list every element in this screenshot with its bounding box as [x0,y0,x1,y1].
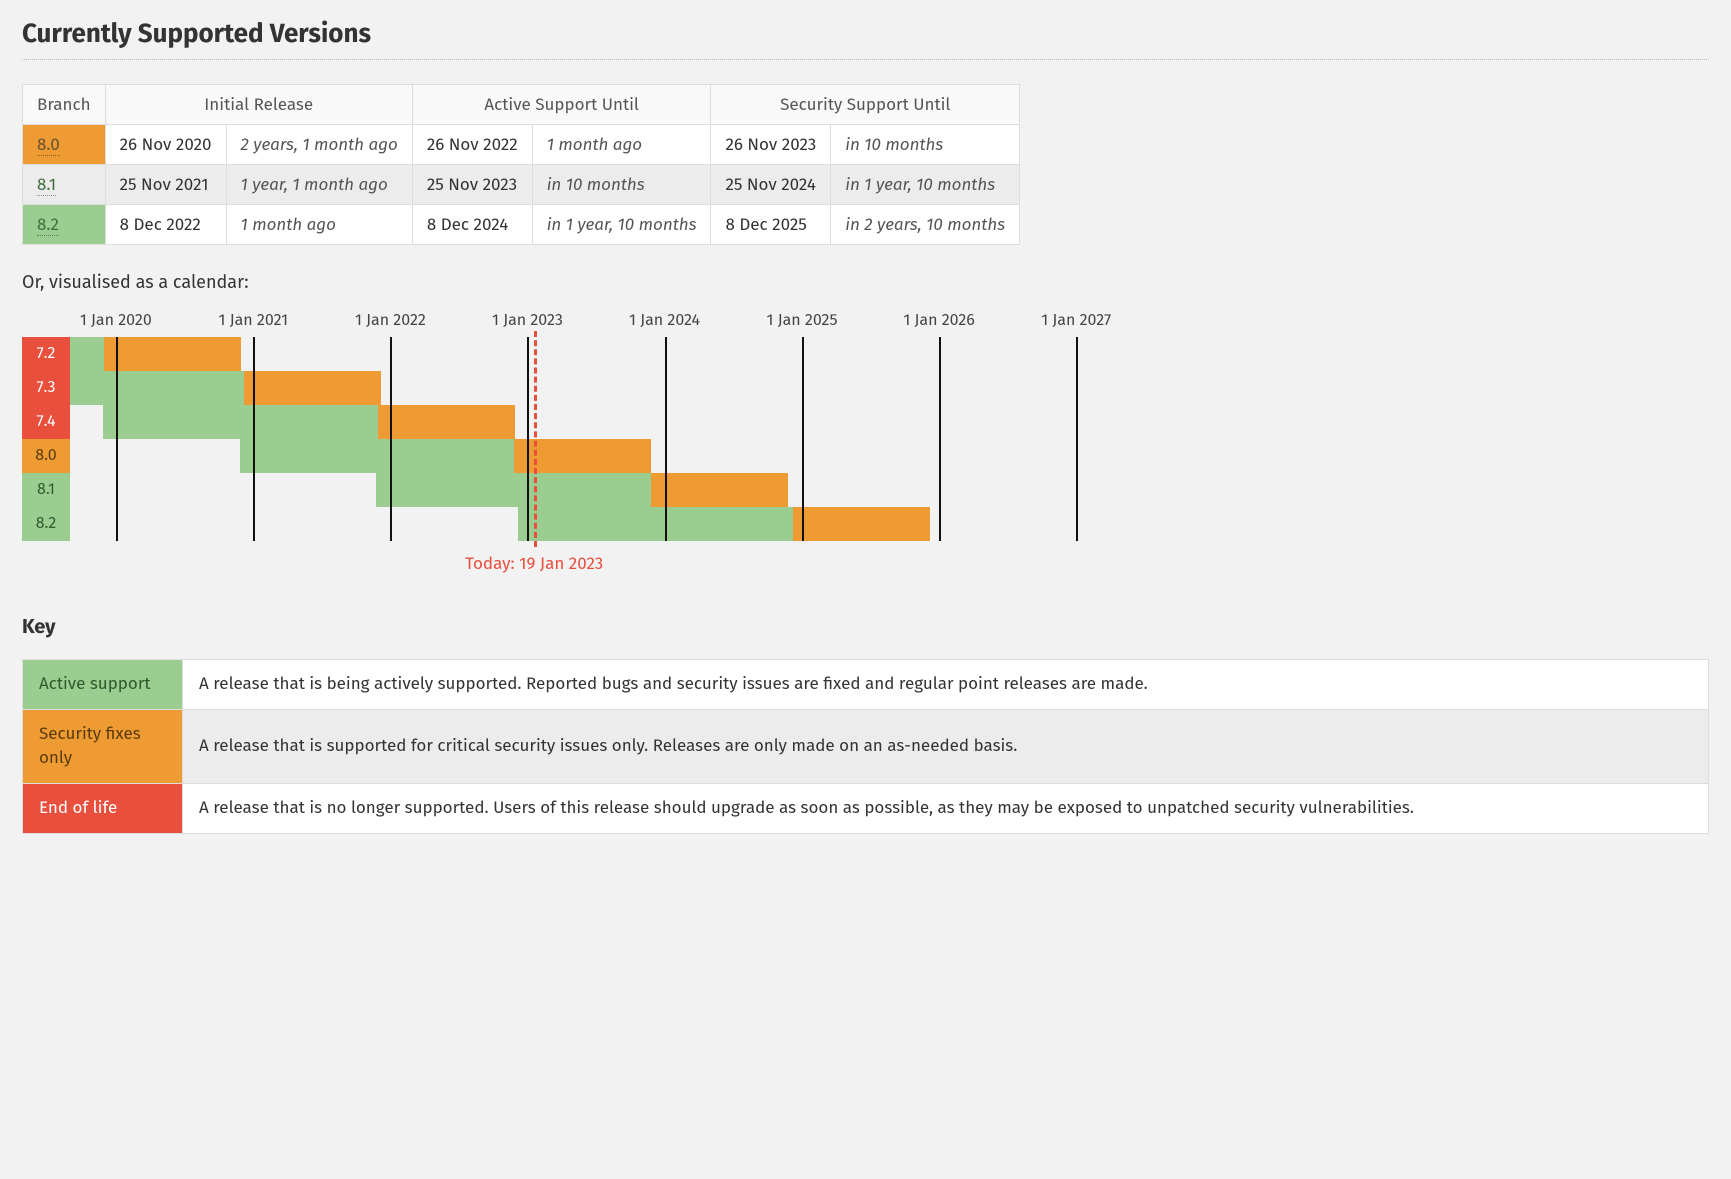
x-axis-label: 1 Jan 2024 [629,311,700,330]
security-support-bar [793,507,930,541]
x-axis-label: 1 Jan 2027 [1041,311,1111,330]
security-support-bar [244,371,381,405]
relative-date-cell: in 2 years, 10 months [831,205,1020,245]
timeline-x-axis: 1 Jan 2020 1 Jan 2021 1 Jan 2022 1 Jan 2023… [70,311,1110,337]
timeline-row-label: 7.2 [22,337,70,371]
x-axis-label: 1 Jan 2023 [492,311,563,330]
active-support-bar [518,507,793,541]
date-cell: 26 Nov 2020 [105,125,226,165]
key-tag: Security fixes only [23,709,183,783]
timeline-row-label: 8.2 [22,507,70,541]
active-support-bar [70,371,244,405]
relative-date-cell: 1 year, 1 month ago [226,165,412,205]
x-axis-label: 1 Jan 2025 [767,311,838,330]
branch-cell: 8.2 [23,205,106,245]
key-row: End of lifeA release that is no longer s… [23,783,1709,833]
table-row: 8.026 Nov 20202 years, 1 month ago26 Nov… [23,125,1020,165]
date-cell: 8 Dec 2022 [105,205,226,245]
key-heading: Key [22,615,1709,639]
date-cell: 8 Dec 2024 [412,205,532,245]
page-title: Currently Supported Versions [22,18,1709,49]
branch-link[interactable]: 8.0 [23,125,105,164]
active-support-bar [103,405,378,439]
timeline-row: 8.0 [70,439,1110,473]
key-tag: Active support [23,660,183,710]
timeline-row-label: 8.1 [22,473,70,507]
active-support-bar [240,439,514,473]
relative-date-cell: in 10 months [831,125,1020,165]
timeline-row-label: 8.0 [22,439,70,473]
date-cell: 25 Nov 2023 [412,165,532,205]
timeline-row: 7.4 [70,405,1110,439]
active-support-bar [376,473,650,507]
date-cell: 26 Nov 2022 [412,125,532,165]
col-initial-release: Initial Release [105,85,412,125]
key-table: Active supportA release that is being ac… [22,659,1709,834]
timeline-row: 7.2 [70,337,1110,371]
date-cell: 26 Nov 2023 [711,125,831,165]
branch-link[interactable]: 8.2 [23,205,105,244]
security-support-bar [651,473,788,507]
col-active-support: Active Support Until [412,85,711,125]
date-cell: 25 Nov 2021 [105,165,226,205]
branch-cell: 8.1 [23,165,106,205]
timeline-row: 8.1 [70,473,1110,507]
relative-date-cell: in 1 year, 10 months [831,165,1020,205]
col-security-support: Security Support Until [711,85,1020,125]
timeline-row-label: 7.3 [22,371,70,405]
relative-date-cell: in 10 months [532,165,711,205]
branch-label: 8.2 [37,214,59,236]
today-label: Today: 19 Jan 2023 [465,553,603,574]
col-branch: Branch [23,85,106,125]
key-description: A release that is no longer supported. U… [183,783,1709,833]
key-description: A release that is supported for critical… [183,709,1709,783]
key-description: A release that is being actively support… [183,660,1709,710]
timeline-chart: 1 Jan 2020 1 Jan 2021 1 Jan 2022 1 Jan 2023… [22,311,1709,581]
x-axis-label: 1 Jan 2021 [219,311,288,330]
x-axis-label: 1 Jan 2020 [80,311,152,330]
table-row: 8.125 Nov 20211 year, 1 month ago25 Nov … [23,165,1020,205]
branch-cell: 8.0 [23,125,106,165]
date-cell: 8 Dec 2025 [711,205,831,245]
date-cell: 25 Nov 2024 [711,165,831,205]
security-support-bar [514,439,651,473]
key-row: Security fixes onlyA release that is sup… [23,709,1709,783]
branch-link[interactable]: 8.1 [23,165,105,204]
branch-label: 8.1 [37,174,56,196]
branch-label: 8.0 [37,134,60,156]
relative-date-cell: 1 month ago [226,205,412,245]
calendar-caption: Or, visualised as a calendar: [22,271,1709,293]
x-axis-label: 1 Jan 2026 [903,311,974,330]
key-tag: End of life [23,783,183,833]
timeline-row: 7.3 [70,371,1110,405]
key-row: Active supportA release that is being ac… [23,660,1709,710]
timeline-row: 8.2 [70,507,1110,541]
relative-date-cell: 1 month ago [532,125,711,165]
timeline-body: 7.27.37.48.08.18.2 Today: 19 Jan 2023 [70,337,1110,581]
security-support-bar [104,337,241,371]
relative-date-cell: 2 years, 1 month ago [226,125,412,165]
title-divider [22,59,1709,60]
active-support-bar [70,337,104,371]
x-axis-label: 1 Jan 2022 [355,311,426,330]
timeline-row-label: 7.4 [22,405,70,439]
security-support-bar [378,405,515,439]
relative-date-cell: in 1 year, 10 months [532,205,711,245]
versions-table: Branch Initial Release Active Support Un… [22,84,1020,245]
table-row: 8.2 8 Dec 20221 month ago8 Dec 2024in 1 y… [23,205,1020,245]
